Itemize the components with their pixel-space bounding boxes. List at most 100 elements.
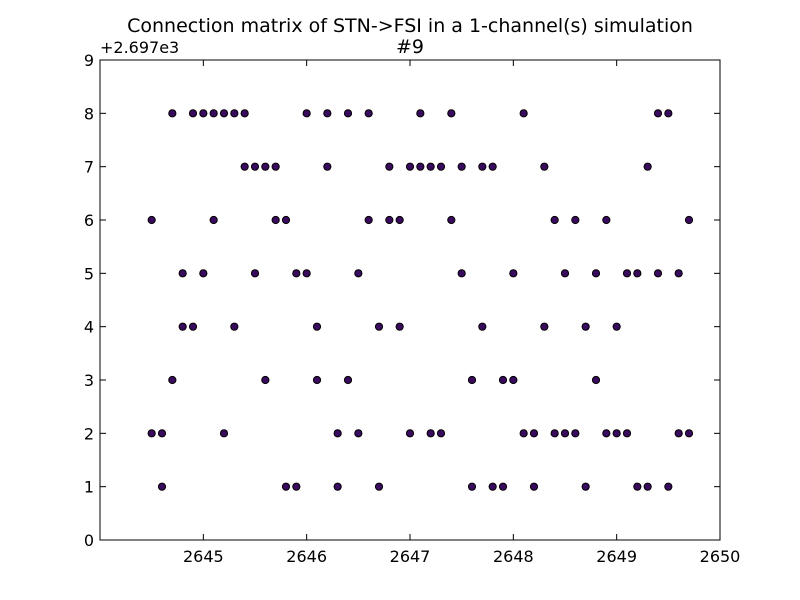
data-point bbox=[519, 109, 528, 118]
data-point bbox=[664, 109, 673, 118]
data-point bbox=[250, 269, 260, 278]
data-point bbox=[519, 429, 528, 438]
data-point bbox=[302, 109, 311, 118]
data-point bbox=[416, 109, 425, 118]
y-tick-label: 2 bbox=[84, 424, 94, 443]
data-point bbox=[478, 322, 487, 331]
data-point bbox=[540, 322, 549, 331]
data-point bbox=[199, 269, 208, 278]
y-tick-label: 9 bbox=[84, 51, 94, 70]
y-tick-label: 0 bbox=[84, 531, 94, 550]
data-point bbox=[405, 429, 415, 438]
data-point bbox=[168, 109, 177, 118]
data-point bbox=[488, 482, 497, 491]
data-point bbox=[498, 375, 508, 385]
data-point bbox=[664, 482, 673, 491]
data-point bbox=[240, 109, 249, 118]
data-point bbox=[529, 429, 539, 438]
data-point bbox=[509, 269, 518, 278]
data-point bbox=[612, 322, 621, 331]
data-point bbox=[436, 162, 446, 171]
data-point bbox=[312, 322, 322, 331]
data-point bbox=[240, 162, 249, 171]
data-point bbox=[333, 429, 342, 438]
data-point bbox=[157, 429, 167, 438]
data-point bbox=[374, 482, 384, 491]
y-tick-label: 8 bbox=[84, 104, 94, 123]
data-point bbox=[395, 322, 404, 331]
data-point bbox=[261, 162, 270, 171]
data-point bbox=[674, 269, 683, 278]
plot-frame bbox=[99, 59, 721, 541]
data-point bbox=[281, 482, 291, 491]
chart-subtitle: #9 bbox=[396, 36, 424, 58]
plot-area bbox=[100, 60, 720, 540]
data-point bbox=[292, 482, 301, 491]
data-point bbox=[147, 429, 156, 438]
x-tick-label: 2645 bbox=[183, 547, 224, 566]
data-point bbox=[529, 482, 539, 491]
data-point bbox=[302, 269, 311, 278]
data-point bbox=[560, 429, 570, 438]
data-point bbox=[323, 162, 332, 171]
y-tick-label: 4 bbox=[84, 318, 94, 337]
data-point bbox=[385, 162, 394, 171]
data-point bbox=[333, 482, 342, 491]
data-point bbox=[364, 109, 373, 118]
data-point bbox=[199, 109, 208, 118]
data-point bbox=[261, 375, 270, 385]
data-point bbox=[250, 162, 260, 171]
data-point bbox=[478, 162, 487, 171]
data-point bbox=[168, 375, 177, 385]
y-tick-label: 7 bbox=[84, 158, 94, 177]
data-point bbox=[374, 322, 384, 331]
data-point bbox=[271, 162, 280, 171]
data-point bbox=[540, 162, 549, 171]
data-point bbox=[467, 375, 477, 385]
data-point bbox=[447, 215, 456, 225]
data-point bbox=[653, 109, 663, 118]
data-point bbox=[188, 322, 198, 331]
data-point bbox=[457, 269, 466, 278]
data-point bbox=[498, 482, 508, 491]
y-tick-label: 5 bbox=[84, 264, 94, 283]
data-point bbox=[674, 429, 683, 438]
data-point bbox=[230, 109, 239, 118]
data-point bbox=[416, 162, 425, 171]
data-point bbox=[653, 269, 663, 278]
data-point bbox=[209, 109, 218, 118]
data-point bbox=[612, 429, 621, 438]
data-point bbox=[581, 322, 590, 331]
x-tick-label: 2649 bbox=[596, 547, 637, 566]
data-point bbox=[684, 215, 694, 225]
data-point bbox=[395, 215, 404, 225]
data-point bbox=[550, 429, 559, 438]
data-point bbox=[447, 109, 456, 118]
data-point bbox=[571, 215, 580, 225]
data-point bbox=[178, 322, 187, 331]
data-point bbox=[467, 482, 477, 491]
data-point bbox=[188, 109, 198, 118]
data-point bbox=[602, 429, 611, 438]
data-point bbox=[343, 109, 353, 118]
x-tick-label: 2646 bbox=[286, 547, 327, 566]
data-point bbox=[436, 429, 446, 438]
data-point bbox=[219, 429, 229, 438]
x-tick-label: 2648 bbox=[493, 547, 534, 566]
data-point bbox=[591, 269, 601, 278]
data-point bbox=[571, 429, 580, 438]
data-point bbox=[354, 269, 363, 278]
y-tick-label: 6 bbox=[84, 211, 94, 230]
data-points bbox=[147, 109, 694, 491]
data-point bbox=[426, 162, 435, 171]
data-point bbox=[147, 215, 156, 225]
data-point bbox=[426, 429, 435, 438]
data-point bbox=[271, 215, 280, 225]
data-point bbox=[219, 109, 229, 118]
data-point bbox=[178, 269, 187, 278]
data-point bbox=[591, 375, 601, 385]
data-point bbox=[488, 162, 497, 171]
data-point bbox=[643, 482, 652, 491]
data-point bbox=[457, 162, 466, 171]
